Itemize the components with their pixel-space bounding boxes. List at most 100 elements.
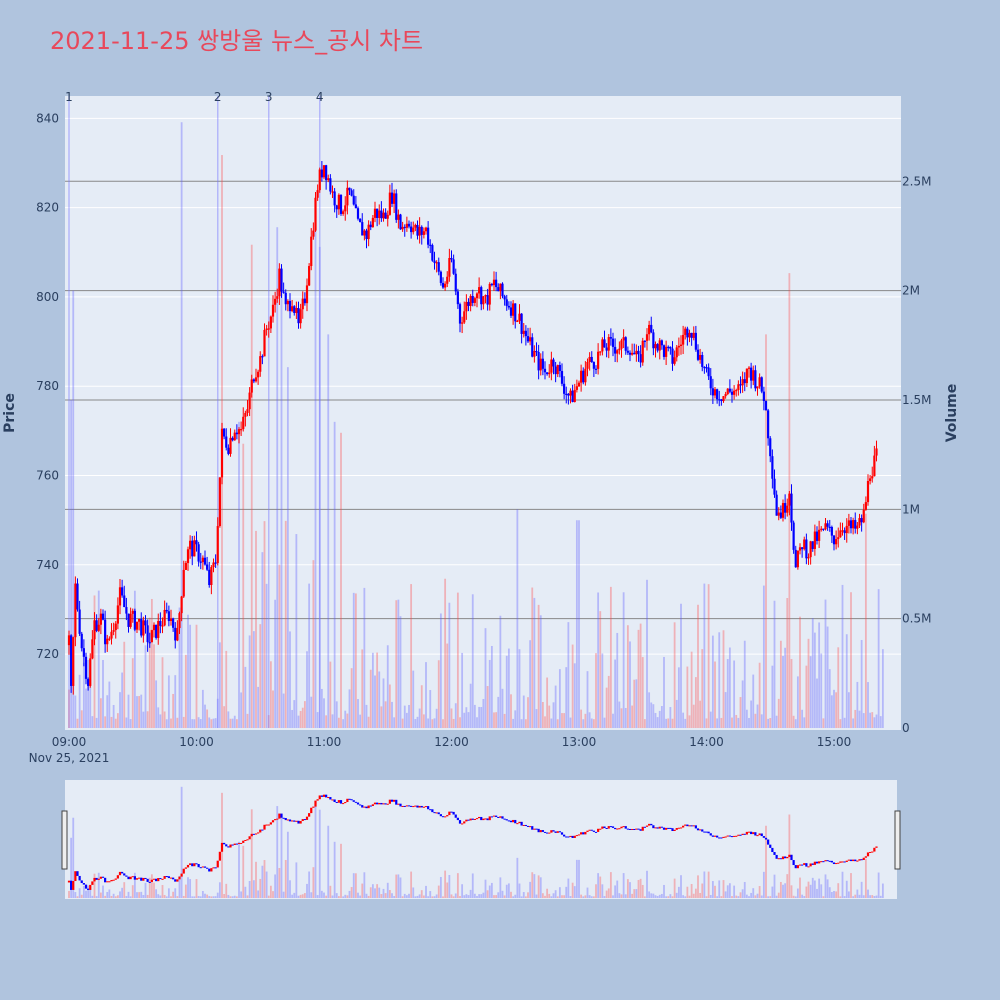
- mini-candle: [348, 798, 351, 800]
- mini-candle: [74, 871, 77, 882]
- mini-volume-bar: [325, 895, 328, 898]
- mini-candle: [288, 819, 292, 822]
- mini-candle: [586, 830, 589, 832]
- volume-bar: [459, 717, 461, 728]
- volume-bar: [875, 714, 878, 728]
- mini-candle: [469, 818, 472, 821]
- volume-bar: [108, 681, 111, 728]
- candle-body: [801, 547, 804, 550]
- volume-bar: [227, 711, 230, 728]
- candle-body: [72, 637, 75, 686]
- candle-body: [533, 350, 536, 357]
- candle-body: [206, 564, 209, 570]
- candle-body: [803, 539, 806, 550]
- mini-volume-bar: [410, 871, 413, 898]
- mini-candle: [862, 857, 865, 860]
- mini-volume-bar: [261, 865, 264, 898]
- mini-volume-bar: [427, 896, 430, 898]
- candle-body: [199, 561, 202, 563]
- mini-candle: [280, 813, 283, 818]
- mini-candle: [314, 800, 317, 807]
- mini-candle: [526, 825, 530, 827]
- volume-bar: [180, 122, 183, 729]
- mini-volume-bar: [167, 888, 170, 898]
- mini-candle: [271, 820, 275, 823]
- mini-volume-bar: [295, 862, 298, 898]
- mini-candle: [261, 829, 264, 831]
- mini-candle: [735, 835, 738, 837]
- mini-candle: [684, 824, 687, 826]
- candle-body: [155, 624, 158, 638]
- mini-candle: [645, 825, 649, 827]
- candle-body: [108, 638, 111, 640]
- mini-volume-bar: [709, 894, 712, 898]
- volume-bar: [342, 719, 345, 728]
- mini-volume-bar: [323, 892, 325, 898]
- mini-volume-bar: [722, 880, 725, 898]
- volume-bar: [745, 709, 748, 728]
- mini-volume-bar: [74, 892, 77, 898]
- mini-candle: [516, 823, 519, 825]
- volume-bar: [667, 718, 670, 728]
- mini-candle: [135, 878, 139, 880]
- x-tick-label: 12:00: [434, 735, 469, 749]
- mini-volume-bar: [718, 880, 721, 898]
- volume-bar: [301, 707, 304, 728]
- volume-bar: [864, 513, 867, 728]
- mini-candle: [492, 815, 496, 817]
- mini-volume-bar: [467, 895, 470, 898]
- mini-volume-bar: [223, 893, 226, 898]
- mini-volume-bar: [684, 896, 687, 898]
- mini-volume-bar: [809, 884, 812, 898]
- mini-candle: [794, 865, 797, 869]
- mini-candle: [720, 837, 723, 839]
- volume-bar: [735, 714, 738, 728]
- mini-candle: [150, 879, 153, 882]
- mini-volume-bar: [777, 892, 780, 898]
- mini-candle: [580, 832, 583, 835]
- mini-volume-bar: [142, 895, 145, 898]
- mini-volume-bar: [590, 896, 593, 898]
- mini-volume-bar: [199, 896, 202, 898]
- volume-bar: [671, 718, 674, 728]
- candle-body: [195, 540, 198, 545]
- volume-bar: [297, 715, 300, 728]
- mini-candle: [677, 827, 680, 829]
- volume-bar: [518, 649, 521, 728]
- mini-candle: [849, 859, 853, 862]
- volume-bar: [382, 678, 385, 728]
- mini-volume-bar: [760, 895, 763, 898]
- candle-body: [133, 610, 136, 630]
- mini-volume-bar: [465, 894, 468, 898]
- mini-volume-bar: [877, 872, 880, 898]
- range-slider-left-handle[interactable]: [61, 810, 68, 870]
- candle-body: [150, 630, 153, 643]
- mini-volume-bar: [257, 890, 260, 898]
- range-slider-right-handle[interactable]: [894, 810, 901, 870]
- volume-bar: [816, 678, 818, 728]
- volume-bar: [416, 716, 419, 728]
- mini-volume-bar: [648, 891, 651, 898]
- volume-bar: [741, 680, 744, 728]
- volume-bar: [830, 695, 833, 728]
- mini-volume-bar: [197, 896, 200, 898]
- mini-candle: [569, 835, 572, 837]
- volume-bar: [871, 712, 874, 728]
- y2-tick-label: 2M: [902, 284, 920, 298]
- mini-candle: [484, 818, 487, 820]
- candle-body: [106, 638, 109, 645]
- candle-body: [739, 384, 742, 386]
- main-plot-area[interactable]: [65, 96, 901, 730]
- candle-body: [278, 268, 281, 297]
- mini-candle: [163, 876, 166, 879]
- mini-volume-bar: [159, 895, 162, 898]
- mini-candle: [486, 818, 489, 821]
- range-slider[interactable]: [65, 780, 897, 899]
- mini-volume-bar: [658, 894, 661, 898]
- volume-bar: [510, 694, 512, 728]
- volume-bar: [616, 632, 619, 728]
- volume-bar: [726, 659, 729, 728]
- candle-body: [745, 368, 748, 384]
- mini-candle: [769, 844, 772, 848]
- mini-volume-bar: [240, 891, 243, 898]
